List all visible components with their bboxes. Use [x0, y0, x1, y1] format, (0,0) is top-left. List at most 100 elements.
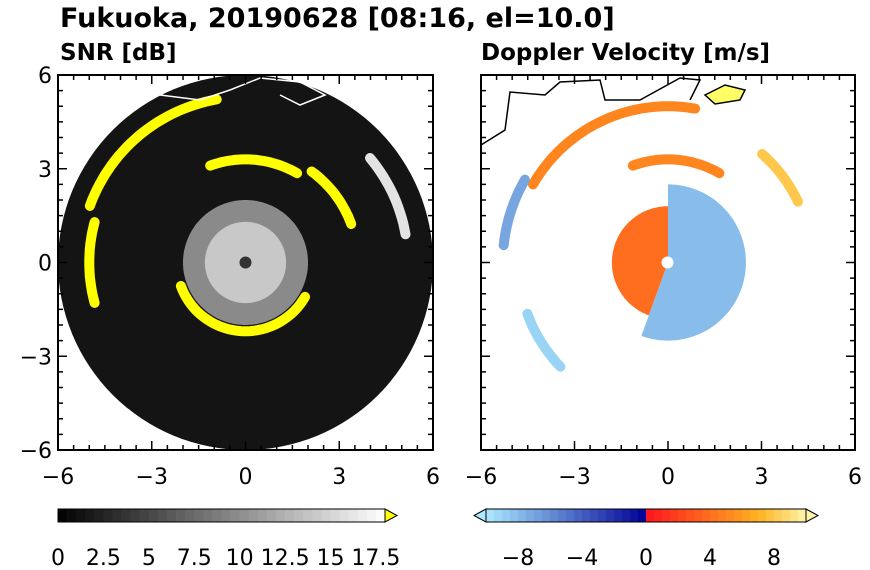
doppler-colorbar-swatch — [726, 509, 735, 522]
snr-colorbar-tick-label: 17.5 — [351, 546, 400, 570]
doppler-colorbar-swatch — [486, 509, 495, 522]
snr-colorbar-swatch — [94, 509, 104, 522]
doppler-colorbar-swatch — [614, 509, 623, 522]
snr-colorbar-swatch — [157, 509, 168, 522]
doppler-colorbar-swatch — [526, 509, 535, 522]
snr-colorbar-swatch — [130, 509, 141, 522]
snr-colorbar-tick-label: 15 — [317, 546, 345, 570]
doppler-radar-center — [661, 256, 674, 269]
doppler-coastline — [481, 77, 702, 146]
doppler-colorbar-swatch — [734, 509, 743, 522]
snr-colorbar-tick-label: 0 — [51, 546, 65, 570]
snr-colorbar-swatch — [67, 509, 77, 522]
snr-colorbar-swatch — [366, 509, 377, 522]
doppler-colorbar-frame — [485, 508, 807, 523]
doppler-colorbar-swatch — [534, 509, 543, 522]
doppler-colorbar-tick-label: 8 — [767, 546, 781, 570]
snr-colorbar-swatch — [230, 509, 240, 522]
doppler-colorbar-swatch — [566, 509, 575, 522]
doppler-colorbar-swatch — [590, 509, 599, 522]
snr-colorbar-swatch — [203, 509, 213, 522]
doppler-echo-arc — [522, 308, 566, 372]
doppler-colorbar-swatch — [494, 509, 503, 522]
doppler-echo-arc — [528, 101, 701, 190]
snr-colorbar-swatch — [312, 509, 322, 522]
snr-colorbar-swatch — [348, 509, 359, 522]
snr-colorbar-swatch — [121, 509, 131, 522]
doppler-colorbar-swatch — [502, 509, 511, 522]
doppler-colorbar-swatch — [766, 509, 775, 522]
doppler-colorbar-swatch — [654, 509, 663, 522]
doppler-colorbar-swatch — [638, 509, 647, 522]
doppler-colorbar-tick-label: −8 — [502, 546, 534, 570]
snr-colorbar-swatch — [112, 509, 122, 522]
doppler-colorbar-swatch — [774, 509, 783, 522]
doppler-colorbar-swatch — [542, 509, 551, 522]
doppler-colorbar-swatch — [750, 509, 759, 522]
doppler-echo-arc — [757, 149, 803, 207]
snr-colorbar-tick-label: 5 — [142, 546, 156, 570]
snr-colorbar-swatch — [103, 509, 113, 522]
doppler-colorbar-swatch — [710, 509, 719, 522]
doppler-colorbar-swatch — [598, 509, 607, 522]
snr-coastline — [159, 77, 327, 106]
doppler-colorbar-swatch — [678, 509, 687, 522]
doppler-axes: −6 −3 0 3 6 — [465, 74, 862, 490]
doppler-colorbar-under-arrow — [472, 508, 487, 523]
doppler-colorbar-tick-label: 4 — [703, 546, 717, 570]
snr-colorbar-tick-label: 12.5 — [261, 546, 310, 570]
doppler-colorbar-swatch — [630, 509, 639, 522]
snr-colorbar-swatch — [221, 509, 231, 522]
doppler-colorbar-swatch — [758, 509, 767, 522]
y-tick-label: −6 — [20, 439, 52, 464]
doppler-colorbar-swatch — [510, 509, 519, 522]
snr-colorbar: 0 2.5 5 7.5 10 12.5 15 17.5 — [51, 508, 400, 570]
snr-echo-arc — [84, 217, 100, 308]
x-tick-label: −6 — [465, 465, 497, 490]
snr-panel: SNR [dB] −6 −3 0 3 6 6 3 0 −3 −6 — [20, 40, 440, 490]
doppler-colorbar-swatch — [558, 509, 567, 522]
x-tick-label: 3 — [332, 465, 346, 490]
doppler-colorbar-swatch — [606, 509, 615, 522]
snr-colorbar-swatch — [58, 509, 68, 522]
x-tick-label: 0 — [239, 465, 253, 490]
snr-colorbar-swatch — [139, 509, 150, 522]
doppler-colorbar-swatch — [582, 509, 591, 522]
snr-colorbar-frame — [57, 508, 386, 523]
doppler-colorbar-tick-label: 0 — [639, 546, 653, 570]
doppler-echo-arc — [498, 174, 530, 251]
doppler-colorbar-swatch — [686, 509, 695, 522]
doppler-colorbar-tick-label: −4 — [566, 546, 598, 570]
x-tick-label: −3 — [558, 465, 590, 490]
doppler-panel: Doppler Velocity [m/s] −6 −3 0 3 6 — [465, 40, 862, 490]
snr-colorbar-swatch — [148, 509, 159, 522]
snr-panel-title: SNR [dB] — [60, 40, 177, 66]
doppler-core-sector — [641, 184, 746, 341]
y-tick-label: 0 — [38, 252, 52, 277]
snr-echo-arc — [175, 281, 310, 337]
doppler-colorbar-swatch — [742, 509, 751, 522]
snr-echo-arc — [365, 153, 411, 240]
doppler-panel-title: Doppler Velocity [m/s] — [481, 40, 770, 66]
snr-colorbar-over-arrow — [384, 508, 399, 523]
x-tick-label: −3 — [136, 465, 168, 490]
snr-colorbar-swatch — [330, 509, 340, 522]
snr-colorbar-swatch — [321, 509, 331, 522]
snr-colorbar-swatch — [357, 509, 368, 522]
snr-colorbar-swatch — [167, 509, 177, 522]
doppler-echo-arc — [627, 154, 725, 179]
y-tick-label: −3 — [20, 345, 52, 370]
doppler-colorbar-swatch — [662, 509, 671, 522]
x-tick-label: 0 — [661, 465, 675, 490]
snr-colorbar-swatch — [303, 509, 313, 522]
figure-title: Fukuoka, 20190628 [08:16, el=10.0] — [60, 3, 615, 34]
snr-echo-arc — [84, 94, 222, 211]
snr-colorbar-tick-label: 2.5 — [86, 546, 121, 570]
snr-colorbar-swatch — [339, 509, 349, 522]
doppler-colorbar-over-arrow — [805, 508, 820, 523]
snr-radar-center — [239, 256, 252, 269]
doppler-colorbar-swatch — [550, 509, 559, 522]
doppler-colorbar-swatch — [718, 509, 727, 522]
snr-colorbar-tick-label: 10 — [226, 546, 254, 570]
snr-colorbar-swatch — [239, 509, 250, 522]
